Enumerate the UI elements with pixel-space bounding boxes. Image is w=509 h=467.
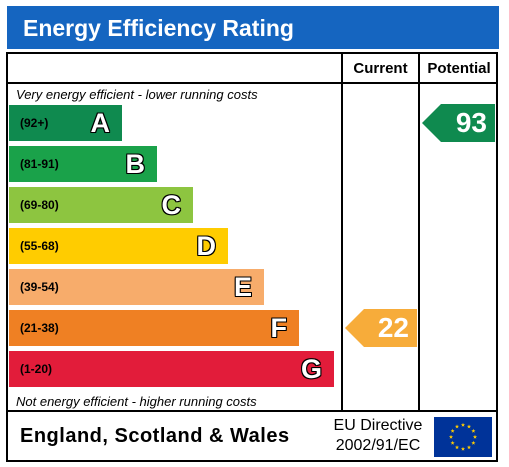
band-letter: C	[161, 190, 182, 220]
flag-star	[450, 428, 455, 433]
band-f: (21-38) F	[9, 310, 299, 346]
flag-star	[448, 434, 454, 439]
potential-rating-arrow-value: 93	[455, 107, 487, 138]
flag-star	[466, 445, 472, 450]
current-column-divider	[341, 52, 343, 412]
flag-star	[471, 428, 476, 433]
band-letter: E	[233, 272, 252, 302]
flag-star	[472, 434, 478, 439]
flag-star	[471, 440, 476, 445]
band-range-label: (92+)	[20, 116, 49, 130]
band-range-label: (39-54)	[20, 280, 59, 294]
flag-star	[454, 445, 460, 450]
band-g: (1-20) G	[9, 351, 334, 387]
potential-rating-arrow: 93	[422, 104, 495, 142]
flag-star	[450, 440, 455, 445]
footer: England, Scotland & Wales EU Directive 2…	[6, 412, 498, 462]
band-letter: A	[90, 108, 111, 138]
flag-star	[460, 422, 466, 427]
band-b: (81-91) B	[9, 146, 157, 182]
flag-star	[466, 424, 472, 429]
band-range-label: (1-20)	[20, 362, 53, 376]
flag-star	[460, 446, 466, 451]
footer-region: England, Scotland & Wales	[20, 425, 290, 447]
eu-flag-icon	[434, 417, 492, 457]
current-column-header: Current	[353, 60, 408, 77]
potential-column-header: Potential	[427, 60, 491, 77]
band-letter: G	[300, 354, 322, 384]
chart-title: Energy Efficiency Rating	[23, 15, 294, 41]
directive-line-1: EU Directive	[333, 417, 423, 434]
directive-line-2: 2002/91/EC	[335, 437, 421, 454]
band-a: (92+) A	[9, 105, 122, 141]
top-note: Very energy efficient - lower running co…	[16, 87, 258, 102]
rating-table	[6, 52, 498, 412]
band-letter: F	[270, 313, 288, 343]
band-range-label: (69-80)	[20, 198, 59, 212]
band-range-label: (21-38)	[20, 321, 59, 335]
bottom-note: Not energy efficient - higher running co…	[16, 394, 257, 409]
band-c: (69-80) C	[9, 187, 193, 223]
potential-rating-arrow-shape	[422, 104, 495, 142]
band-e: (39-54) E	[9, 269, 264, 305]
current-rating-arrow: 22	[345, 309, 417, 347]
band-range-label: (81-91)	[20, 157, 59, 171]
current-rating-arrow-value: 22	[377, 312, 409, 343]
band-letter: D	[196, 231, 217, 261]
band-letter: B	[125, 149, 146, 179]
band-range-label: (55-68)	[20, 239, 59, 253]
header-row-divider	[6, 82, 498, 84]
header-bar: Energy Efficiency Rating	[7, 6, 499, 49]
footer-directive: EU Directive 2002/91/EC	[328, 416, 428, 456]
current-rating-arrow-shape	[345, 309, 417, 347]
band-d: (55-68) D	[9, 228, 228, 264]
flag-star	[454, 424, 460, 429]
potential-column-divider	[418, 52, 420, 412]
